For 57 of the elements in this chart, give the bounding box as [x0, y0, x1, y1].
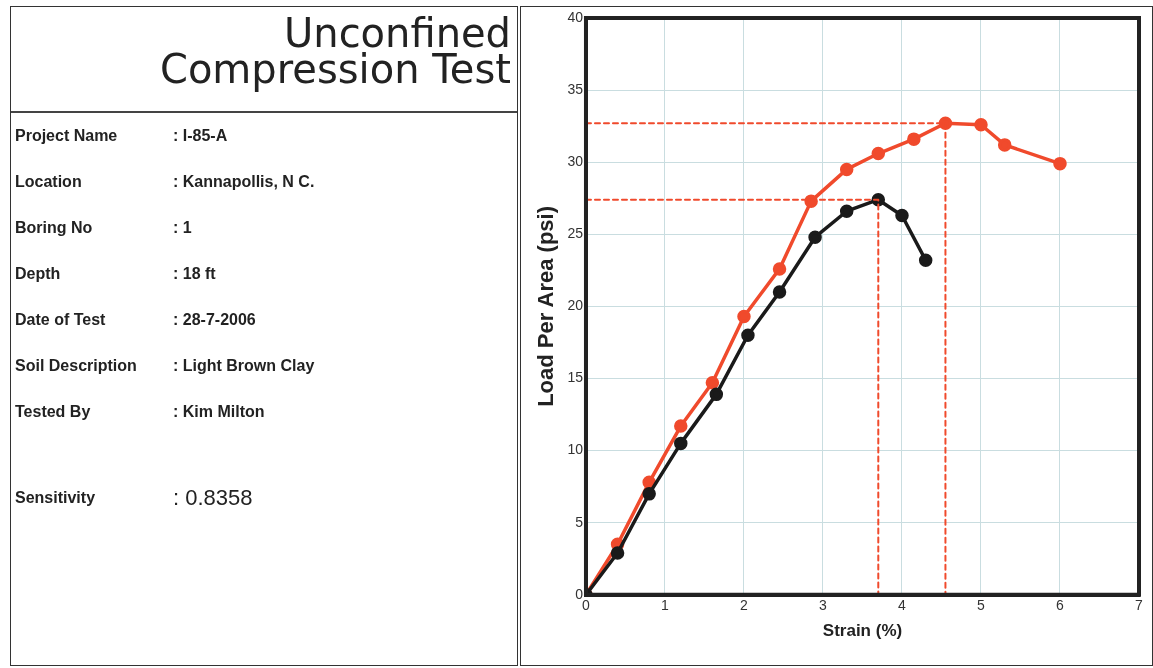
text: : Kim Milton	[173, 402, 266, 422]
point	[804, 194, 818, 208]
text: Location	[15, 172, 83, 192]
text: Unconfined Compression Test	[11, 7, 517, 113]
text: : 18 ft	[173, 264, 217, 284]
point	[709, 387, 724, 402]
point	[610, 546, 625, 560]
y-tick-label: 35	[567, 80, 584, 97]
text: Depth	[15, 264, 62, 284]
point	[997, 138, 1012, 152]
point	[674, 419, 688, 433]
text: : 28-7-2006	[173, 310, 257, 330]
point	[839, 162, 854, 177]
y-tick-label: 40	[567, 8, 584, 25]
point	[938, 116, 953, 131]
text: Soil Description	[15, 356, 138, 376]
point	[737, 309, 751, 324]
point	[741, 328, 755, 342]
x-tick-label: 4	[898, 597, 907, 614]
y-tick-label: 30	[567, 153, 584, 170]
point	[895, 208, 909, 223]
point	[642, 487, 656, 501]
point	[974, 117, 988, 132]
x-tick-label: 3	[819, 597, 828, 614]
point	[907, 132, 921, 146]
point	[918, 253, 933, 268]
text: : Light Brown Clay	[173, 356, 316, 376]
x-axis-title: Strain (%)	[822, 621, 903, 641]
x-tick-label: 2	[740, 597, 749, 614]
point	[705, 376, 720, 390]
text: Boring No	[15, 218, 94, 238]
point	[674, 436, 688, 451]
text: Date of Test	[15, 310, 107, 330]
text: : 1	[173, 218, 193, 238]
text: : I-85-A	[173, 126, 229, 146]
point	[772, 285, 787, 299]
text: Sensitivity	[15, 488, 97, 508]
y-tick-label: 25	[567, 225, 584, 242]
y-tick-label: 5	[575, 513, 584, 530]
y-axis-title: Load Per Area (psi)	[533, 205, 559, 407]
x-tick-label: 7	[1135, 597, 1144, 614]
text: Project Name	[15, 126, 119, 146]
y-tick-label: 10	[567, 441, 584, 458]
y-tick-label: 15	[567, 369, 584, 386]
point	[808, 230, 822, 244]
point	[839, 204, 854, 218]
x-tick-label: 5	[977, 597, 986, 614]
text: : 0.8358	[173, 484, 254, 512]
y-tick-label: 20	[567, 297, 584, 314]
text: : Kannapollis, N C.	[173, 172, 316, 192]
point	[1053, 156, 1067, 171]
x-tick-label: 1	[661, 597, 670, 614]
text: Tested By	[15, 402, 92, 422]
point	[871, 146, 886, 161]
y-tick-label: 0	[575, 585, 584, 602]
x-tick-label: 6	[1056, 597, 1065, 614]
point	[772, 262, 787, 276]
